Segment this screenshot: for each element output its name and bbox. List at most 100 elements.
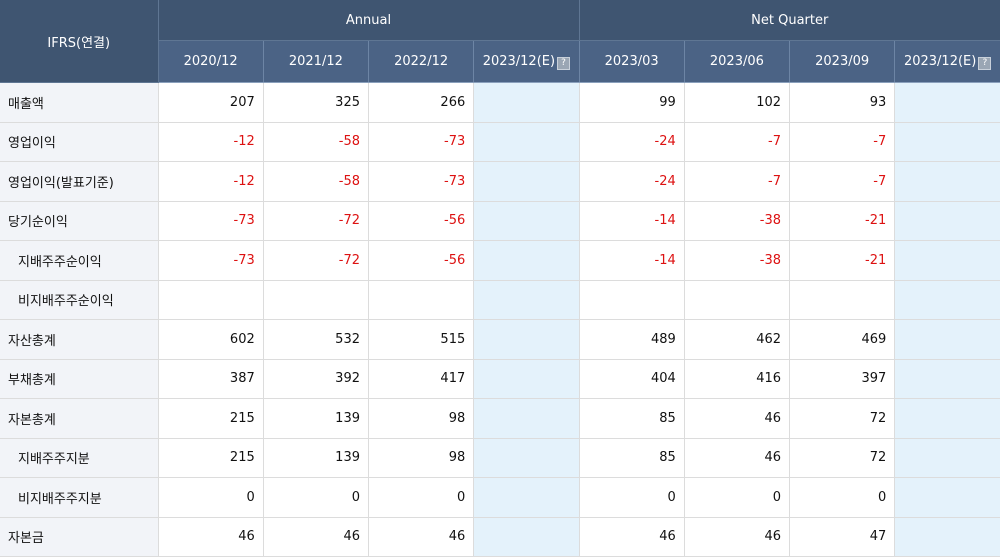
- table-cell: 47: [789, 517, 896, 557]
- table-cell: 72: [789, 438, 896, 478]
- table-row: 자본총계 215 139 98 85 46 72: [0, 398, 1000, 439]
- period-header: 2023/06: [684, 40, 791, 83]
- table-cell: -7: [684, 122, 791, 162]
- table-cell: 72: [789, 398, 896, 439]
- table-row: 당기순이익 -73 -72 -56 -14 -38 -21: [0, 201, 1000, 241]
- table-cell: -38: [684, 240, 791, 281]
- row-label: 영업이익: [0, 122, 159, 162]
- table-cell: [894, 201, 1000, 241]
- table-cell: 215: [158, 398, 264, 439]
- table-cell: [473, 82, 580, 123]
- row-label: 지배주주순이익: [0, 240, 159, 281]
- table-cell: 404: [579, 359, 685, 399]
- table-cell: 0: [684, 477, 791, 518]
- period-header: 2021/12: [263, 40, 370, 83]
- table-cell: 416: [684, 359, 791, 399]
- table-cell: [894, 122, 1000, 162]
- table-body: 매출액 207 325 266 99 102 93 영업이익 -12 -58 -73 -24 -7 -7 영…: [0, 82, 1000, 557]
- table-cell: -56: [368, 240, 475, 281]
- table-cell: 0: [263, 477, 370, 518]
- table-cell: 207: [158, 82, 264, 123]
- help-icon[interactable]: ?: [557, 56, 571, 70]
- table-cell: 46: [684, 438, 791, 478]
- table-cell: [894, 477, 1000, 518]
- table-row: 비지배주주순이익: [0, 280, 1000, 320]
- period-header: 2022/12: [368, 40, 475, 83]
- table-cell: [579, 280, 685, 320]
- table-cell: 98: [368, 438, 475, 478]
- table-cell: [473, 477, 580, 518]
- table-cell: 515: [368, 319, 475, 360]
- help-icon[interactable]: ?: [978, 56, 992, 70]
- table-cell: 46: [263, 517, 370, 557]
- table-cell: [473, 359, 580, 399]
- table-cell: [894, 359, 1000, 399]
- table-cell: -73: [158, 201, 264, 241]
- table-cell: [263, 280, 370, 320]
- period-header-estimate: 2023/12(E)?: [894, 40, 1000, 83]
- table-cell: 489: [579, 319, 685, 360]
- table-cell: -12: [158, 122, 264, 162]
- table-corner-label: IFRS(연결): [0, 0, 159, 83]
- table-cell: [894, 438, 1000, 478]
- period-header-estimate: 2023/12(E)?: [473, 40, 580, 83]
- table-row: 부채총계 387 392 417 404 416 397: [0, 359, 1000, 399]
- table-cell: 46: [684, 398, 791, 439]
- table-cell: 46: [579, 517, 685, 557]
- row-label: 비지배주주순이익: [0, 280, 159, 320]
- table-cell: [368, 280, 475, 320]
- row-label: 부채총계: [0, 359, 159, 399]
- table-cell: 99: [579, 82, 685, 123]
- table-row: 자산총계 602 532 515 489 462 469: [0, 319, 1000, 360]
- table-cell: 0: [368, 477, 475, 518]
- table-row: 매출액 207 325 266 99 102 93: [0, 82, 1000, 123]
- row-label: 지배주주지분: [0, 438, 159, 478]
- table-cell: 387: [158, 359, 264, 399]
- table-cell: -21: [789, 240, 896, 281]
- table-cell: 46: [368, 517, 475, 557]
- row-label: 자본금: [0, 517, 159, 557]
- row-label: 비지배주주지분: [0, 477, 159, 518]
- table-cell: 462: [684, 319, 791, 360]
- table-cell: -73: [158, 240, 264, 281]
- table-cell: 98: [368, 398, 475, 439]
- quarter-group-header: Net Quarter: [579, 0, 1000, 41]
- table-cell: [473, 398, 580, 439]
- period-header: 2020/12: [158, 40, 264, 83]
- table-cell: -24: [579, 161, 685, 202]
- table-cell: -7: [789, 161, 896, 202]
- table-row: 비지배주주지분 0 0 0 0 0 0: [0, 477, 1000, 518]
- row-label: 자본총계: [0, 398, 159, 439]
- period-header: 2023/03: [579, 40, 685, 83]
- table-cell: -58: [263, 161, 370, 202]
- row-label: 영업이익(발표기준): [0, 161, 159, 202]
- table-cell: [894, 240, 1000, 281]
- table-cell: -73: [368, 161, 475, 202]
- table-cell: -24: [579, 122, 685, 162]
- table-cell: -72: [263, 201, 370, 241]
- table-cell: -7: [684, 161, 791, 202]
- table-cell: 0: [789, 477, 896, 518]
- table-cell: [473, 240, 580, 281]
- table-cell: -7: [789, 122, 896, 162]
- table-cell: -14: [579, 201, 685, 241]
- table-row: 지배주주순이익 -73 -72 -56 -14 -38 -21: [0, 240, 1000, 281]
- table-cell: -21: [789, 201, 896, 241]
- table-row: 자본금 46 46 46 46 46 47: [0, 517, 1000, 557]
- table-cell: 392: [263, 359, 370, 399]
- period-header: 2023/09: [789, 40, 896, 83]
- table-cell: [473, 280, 580, 320]
- table-cell: 397: [789, 359, 896, 399]
- table-cell: -14: [579, 240, 685, 281]
- table-cell: 325: [263, 82, 370, 123]
- table-row: 영업이익 -12 -58 -73 -24 -7 -7: [0, 122, 1000, 162]
- table-cell: 0: [158, 477, 264, 518]
- table-cell: 46: [158, 517, 264, 557]
- row-label: 당기순이익: [0, 201, 159, 241]
- table-cell: 85: [579, 438, 685, 478]
- table-cell: 93: [789, 82, 896, 123]
- table-cell: [158, 280, 264, 320]
- table-cell: [684, 280, 791, 320]
- table-cell: 139: [263, 438, 370, 478]
